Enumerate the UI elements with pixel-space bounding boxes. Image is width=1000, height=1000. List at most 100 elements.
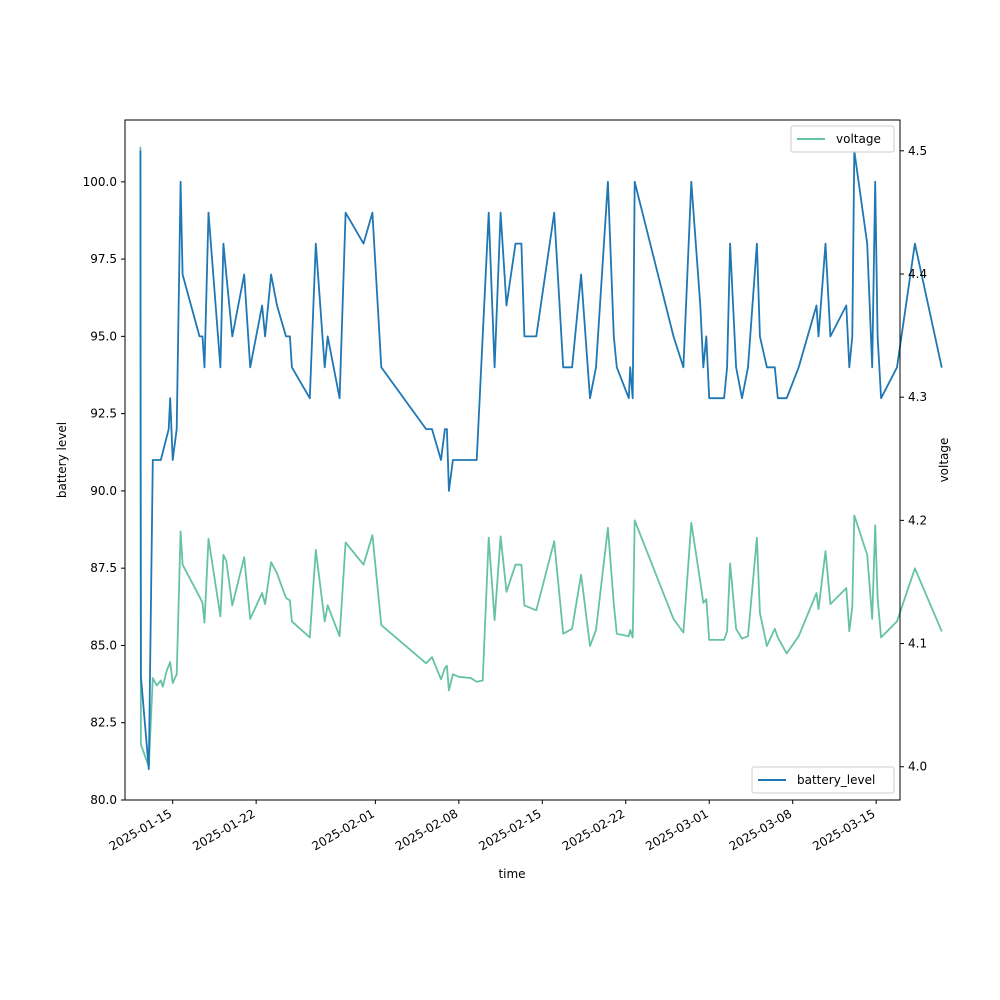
data-point [500,212,502,214]
data-point [371,212,373,214]
data-point [766,645,768,647]
data-point [219,366,221,368]
data-point [729,243,731,245]
data-point [877,597,879,599]
data-point [708,397,710,399]
data-point [914,243,916,245]
data-point [198,596,201,598]
data-point [705,335,707,337]
data-point [444,428,446,430]
data-point [523,335,526,337]
data-point [362,564,365,566]
data-point [446,665,448,667]
data-point [458,459,460,461]
data-point [877,335,879,337]
data-point [817,608,820,610]
data-point [616,366,618,368]
data-point [154,459,156,461]
data-point [535,609,537,611]
data-point [632,636,634,639]
data-point [162,686,164,688]
data-point [535,335,537,337]
right-tick-label: 4.2 [908,513,927,527]
data-point [774,628,776,630]
legend-battery-level: battery_level [751,766,895,794]
right-tick-label: 4.4 [908,267,927,281]
data-point [139,150,141,152]
data-point [607,181,609,183]
x-axis-title: time [498,867,525,881]
data-point [458,676,460,678]
data-point [148,768,150,770]
right-tick-label: 4.0 [908,760,927,774]
left-axis: 80.0 82.5 85.0 87.5 90.0 92.5 95.0 97.5 100.0 [83,175,125,807]
right-axis: 4.0 4.1 4.2 4.3 4.4 4.5 [900,144,927,774]
data-point [182,273,184,276]
data-point [270,561,272,563]
data-point [848,630,850,632]
data-point [176,428,178,430]
left-tick-label: 90.0 [90,484,117,498]
data-point [203,622,206,624]
data-point [853,514,855,517]
data-point [201,602,204,604]
data-point [815,592,818,594]
data-point [452,673,454,675]
data-point [345,541,347,544]
data-point [553,212,555,214]
data-point [225,560,227,562]
data-point [589,397,591,399]
data-point [505,304,508,307]
data-point [440,678,442,680]
data-point [289,599,291,602]
data-point [851,335,853,337]
data-point [914,567,916,570]
data-point [829,603,832,605]
data-point [871,366,873,368]
data-point [431,656,433,658]
data-point [243,556,245,558]
data-point [595,366,597,368]
data-point [723,639,725,641]
data-point [339,635,341,637]
data-point [152,677,154,679]
data-point [759,612,761,614]
data-point [476,681,478,683]
data-point [747,366,749,368]
data-point [766,366,768,368]
data-point [798,366,800,368]
data-point [520,564,523,566]
data-point [723,397,725,399]
data-point [817,335,820,337]
data-point [201,335,204,337]
data-point [690,522,692,524]
data-point [231,604,233,607]
data-point [222,243,224,245]
data-point [500,535,502,538]
data-point [726,366,728,368]
data-point [168,428,170,430]
data-point [941,366,943,368]
data-point [243,273,245,276]
data-point [425,428,427,430]
data-point [225,273,227,276]
series-battery-level [139,149,943,770]
data-point [315,243,317,245]
data-point [672,335,675,337]
data-point [595,629,597,631]
data-point [747,635,749,637]
data-point [203,366,206,368]
data-point [285,597,287,599]
data-point [613,335,615,337]
data-point [482,679,484,682]
data-point [571,628,573,630]
data-point [774,366,776,368]
data-point [505,591,508,593]
data-point [172,459,174,461]
data-point [616,633,618,635]
data-point [702,602,704,604]
data-point [276,572,278,574]
data-point [629,366,631,368]
